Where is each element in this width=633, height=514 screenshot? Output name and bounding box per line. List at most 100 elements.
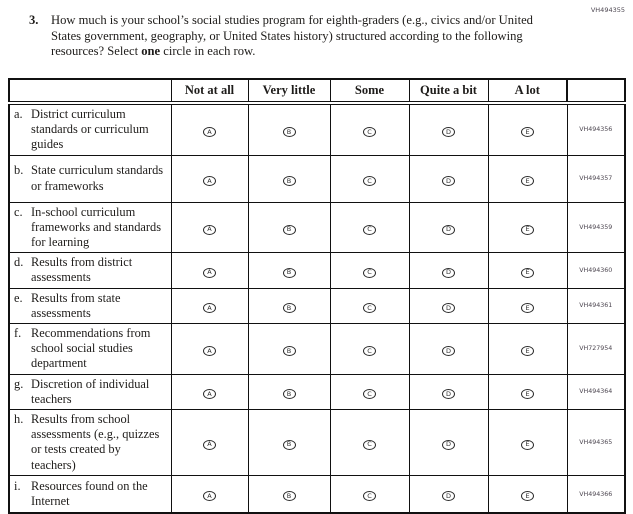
answer-bubble-d[interactable]: D: [442, 267, 455, 278]
answer-bubble-c[interactable]: C: [363, 224, 376, 235]
answer-bubble-b[interactable]: B: [282, 224, 296, 235]
answer-bubble-b[interactable]: B: [282, 346, 296, 357]
answer-bubble-c[interactable]: C: [363, 346, 376, 357]
row-letter: g.: [14, 376, 24, 391]
row-label-text: In-school curriculum frameworks and stan…: [31, 204, 162, 250]
answer-bubble-d[interactable]: D: [442, 224, 455, 235]
answer-bubble-d[interactable]: D: [442, 127, 455, 138]
option-cell: A: [170, 102, 249, 156]
row-label: i. Resources found on the Internet: [8, 474, 172, 514]
answer-bubble-d[interactable]: D: [442, 491, 455, 502]
answer-bubble-e[interactable]: E: [521, 346, 534, 357]
answer-bubble-e[interactable]: E: [521, 175, 534, 186]
row-letter: a.: [14, 107, 23, 121]
row-label-text: District curriculum standards or curricu…: [31, 107, 149, 152]
option-cell: E: [487, 201, 568, 254]
answer-bubble-a[interactable]: A: [203, 389, 216, 400]
answer-bubble-a[interactable]: A: [203, 224, 216, 235]
row-label-text: Results from school assessments (e.g., q…: [31, 412, 160, 472]
answer-bubble-e[interactable]: E: [521, 267, 534, 278]
answer-bubble-a[interactable]: A: [203, 303, 216, 314]
answer-bubble-e[interactable]: E: [521, 439, 534, 450]
answer-bubble-a[interactable]: A: [203, 267, 216, 278]
row-label: d. Results from district assessments: [8, 252, 172, 289]
row-letter: h.: [14, 412, 24, 427]
option-cell: B: [247, 409, 331, 476]
answer-bubble-e[interactable]: E: [521, 491, 534, 502]
row-accession-code: VH494366: [566, 474, 626, 514]
row-accession-code: VH494365: [566, 409, 626, 476]
answer-bubble-c[interactable]: C: [363, 267, 376, 278]
table-row: i. Resources found on the Internet A B C …: [8, 474, 626, 514]
answer-bubble-c[interactable]: C: [363, 127, 376, 138]
option-cell: C: [329, 474, 410, 514]
answer-bubble-e[interactable]: E: [521, 389, 534, 400]
column-header-very-little: Very little: [247, 78, 331, 105]
answer-bubble-d[interactable]: D: [442, 303, 455, 314]
answer-bubble-b[interactable]: B: [282, 303, 296, 314]
option-cell: E: [487, 252, 568, 289]
option-cell: D: [408, 201, 489, 254]
row-letter: e.: [14, 290, 23, 305]
row-accession-code: VH494364: [566, 373, 626, 411]
answer-bubble-e[interactable]: E: [521, 224, 534, 235]
question-text-lead: How much is your school’s social studies…: [51, 13, 533, 59]
answer-bubble-c[interactable]: C: [363, 389, 376, 400]
option-cell: E: [487, 373, 568, 411]
row-label: a. District curriculum standards or curri…: [8, 102, 172, 156]
answer-bubble-c[interactable]: C: [363, 491, 376, 502]
table-header-row: Not at all Very little Some Quite a bit …: [8, 78, 626, 105]
answer-bubble-a[interactable]: A: [203, 346, 216, 357]
answer-bubble-a[interactable]: A: [203, 175, 216, 186]
header-corner-cell: [8, 78, 172, 105]
resources-rating-table: Not at all Very little Some Quite a bit …: [8, 78, 626, 514]
row-label: g. Discretion of individual teachers: [8, 373, 172, 411]
option-cell: A: [170, 409, 249, 476]
row-label: b. State curriculum standards or framewor…: [8, 154, 172, 203]
answer-bubble-b[interactable]: B: [282, 175, 296, 186]
answer-bubble-d[interactable]: D: [442, 389, 455, 400]
answer-bubble-d[interactable]: D: [442, 346, 455, 357]
answer-bubble-c[interactable]: C: [363, 175, 376, 186]
option-cell: C: [329, 154, 410, 203]
answer-bubble-b[interactable]: B: [282, 491, 296, 502]
answer-bubble-b[interactable]: B: [282, 267, 296, 278]
table-row: g. Discretion of individual teachers A B …: [8, 373, 626, 411]
answer-bubble-d[interactable]: D: [442, 439, 455, 450]
question-number: 3.: [29, 13, 39, 27]
answer-bubble-c[interactable]: C: [363, 303, 376, 314]
option-cell: B: [247, 102, 331, 156]
page-accession-code: VH494355: [590, 6, 625, 14]
option-cell: C: [329, 287, 410, 325]
answer-bubble-a[interactable]: A: [203, 491, 216, 502]
column-header-quite-a-bit: Quite a bit: [408, 78, 489, 105]
column-header-some: Some: [329, 78, 410, 105]
row-accession-code: VH494359: [566, 201, 626, 254]
row-letter: b.: [14, 163, 24, 178]
option-cell: D: [408, 154, 489, 203]
answer-bubble-a[interactable]: A: [203, 439, 216, 450]
option-cell: A: [170, 373, 249, 411]
answer-bubble-e[interactable]: E: [521, 303, 534, 314]
row-letter: f.: [14, 326, 22, 341]
option-cell: E: [487, 474, 568, 514]
question-block: 3. How much is your school’s social stud…: [29, 13, 564, 60]
answer-bubble-e[interactable]: E: [521, 127, 534, 138]
option-cell: A: [170, 154, 249, 203]
answer-bubble-d[interactable]: D: [442, 175, 455, 186]
option-cell: C: [329, 373, 410, 411]
option-cell: C: [329, 409, 410, 476]
table-row: b. State curriculum standards or framewor…: [8, 154, 626, 203]
answer-bubble-b[interactable]: B: [282, 389, 296, 400]
answer-bubble-b[interactable]: B: [282, 127, 296, 138]
option-cell: D: [408, 323, 489, 375]
column-header-a-lot: A lot: [487, 78, 568, 105]
answer-bubble-a[interactable]: A: [203, 127, 216, 138]
answer-bubble-b[interactable]: B: [282, 439, 296, 450]
row-label-text: State curriculum standards or frameworks: [31, 163, 164, 193]
answer-bubble-c[interactable]: C: [363, 439, 376, 450]
option-cell: C: [329, 323, 410, 375]
option-cell: C: [329, 201, 410, 254]
option-cell: B: [247, 323, 331, 375]
row-label: h. Results from school assessments (e.g.,…: [8, 409, 172, 476]
